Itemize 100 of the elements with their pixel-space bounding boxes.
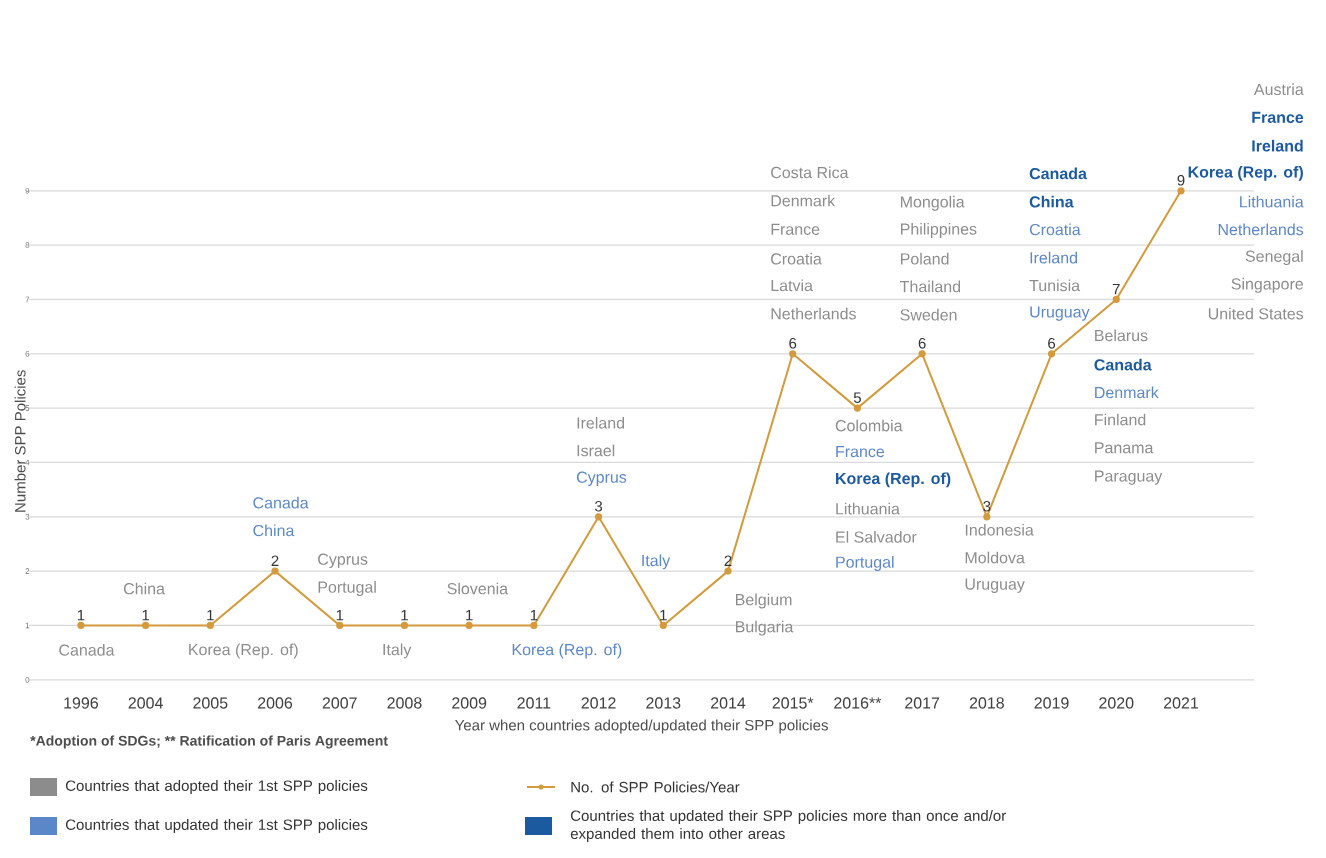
point <box>206 621 214 630</box>
annotation: Indonesia <box>965 523 1034 536</box>
annotation: China <box>123 582 165 595</box>
point <box>336 621 344 630</box>
point <box>1112 295 1120 304</box>
point <box>530 621 538 630</box>
x-tick-label: 2015* <box>772 697 814 709</box>
y-tick-label: 4 <box>25 459 30 466</box>
data-label: 1 <box>466 609 473 621</box>
y-tick-label: 2 <box>25 568 30 574</box>
data-label: 6 <box>789 337 797 349</box>
data-label: 1 <box>401 609 408 621</box>
annotation: Colombia <box>835 419 903 432</box>
annotation: Thailand <box>900 280 961 293</box>
point <box>142 621 150 630</box>
point <box>1177 187 1185 195</box>
x-tick-label: 2004 <box>128 697 163 709</box>
annotation: El Salvador <box>836 531 917 543</box>
annotation: Belgium <box>735 593 792 609</box>
x-tick-label: 2019 <box>1034 697 1069 709</box>
x-tick-label: 2020 <box>1099 697 1134 709</box>
x-tick-label: 2005 <box>193 697 228 709</box>
annotation: Denmark <box>1095 386 1159 399</box>
x-tick-label: 1996 <box>64 697 98 709</box>
data-label: 1 <box>660 609 667 621</box>
annotation: Denmark <box>771 194 836 207</box>
data-label: 7 <box>1112 283 1120 295</box>
annotation: Netherlands <box>771 307 856 320</box>
annotation: Korea (Rep. of) <box>836 472 951 488</box>
annotation: Korea (Rep. of) <box>512 643 622 659</box>
data-label: 1 <box>530 609 538 621</box>
y-tick-label: 6 <box>25 350 30 357</box>
y-tick-label: 5 <box>25 405 30 411</box>
y-axis-title: Number SPP Policies <box>14 370 26 512</box>
legend-label: Countries that updated their 1st SPP policies <box>65 818 368 833</box>
y-tick-label: 0 <box>25 676 30 683</box>
legend-label: Countries that updated their SPP policies more than once and/or expanded them into other areas <box>570 809 1006 842</box>
legend-label: No. of SPP Policies/Year <box>571 781 740 793</box>
annotation: Cyprus <box>576 471 627 486</box>
y-tick-label: 3 <box>25 513 30 520</box>
data-label: 9 <box>1177 174 1185 186</box>
text: Canada <box>1029 167 1088 180</box>
annotation: France <box>771 223 820 235</box>
data-label: 1 <box>142 609 150 621</box>
point <box>271 567 279 575</box>
x-tick-label: 2007 <box>322 697 357 709</box>
x-tick-label: 2017 <box>905 697 940 709</box>
annotation: Portugal <box>836 556 894 571</box>
y-tick-label: 7 <box>25 296 30 303</box>
annotation: China <box>1029 195 1074 208</box>
data-label: 6 <box>918 337 926 349</box>
annotation: Uruguay <box>1030 306 1090 321</box>
x-tick-label: 2013 <box>646 697 681 709</box>
annotation: Singapore <box>1231 277 1304 293</box>
annotation: Panama <box>1095 442 1154 454</box>
annotation: Korea (Rep. of) <box>189 643 298 659</box>
annotation: Finland <box>1095 413 1146 426</box>
data-label: 6 <box>1048 337 1056 349</box>
annotation: Poland <box>901 252 949 265</box>
annotation: Croatia <box>1029 223 1081 236</box>
text: Ireland <box>1252 139 1303 152</box>
annotation: Italy <box>642 554 671 570</box>
annotation: Senegal <box>1245 250 1303 266</box>
annotation: United States <box>1208 307 1304 320</box>
annotation: Canada <box>253 496 309 509</box>
annotation: Uruguay <box>965 578 1025 593</box>
annotation: Netherlands <box>1218 223 1304 236</box>
point <box>594 513 603 521</box>
annotation: Cyprus <box>318 553 368 569</box>
annotation: Ireland <box>577 416 625 429</box>
annotation: Lithuania <box>1240 195 1304 208</box>
x-tick-label: 2021 <box>1163 697 1198 709</box>
x-tick-label: 2006 <box>258 697 293 709</box>
point <box>77 621 85 630</box>
annotation: China <box>253 524 295 537</box>
data-label: 3 <box>983 500 991 512</box>
x-tick-label: 2016** <box>834 697 882 709</box>
annotation: Canada <box>1094 358 1152 371</box>
point <box>400 621 409 630</box>
annotation: Slovenia <box>447 582 509 595</box>
x-tick-label: 2009 <box>452 697 487 709</box>
point <box>659 621 667 630</box>
annotation: Israel <box>577 444 615 457</box>
text: Austria <box>1253 83 1304 96</box>
point <box>918 350 926 358</box>
annotation: Canada <box>59 644 115 656</box>
x-tick-label: 2011 <box>517 697 551 709</box>
data-label: 3 <box>594 500 603 512</box>
point <box>983 513 991 521</box>
annotation: Belarus <box>1095 329 1148 342</box>
x-axis-title: Year when countries adopted/updated their SPP policies <box>455 719 828 734</box>
legend-label: Countries that adopted their 1st SPP policies <box>65 779 368 794</box>
text: France <box>1252 111 1304 124</box>
data-label: 1 <box>207 609 214 621</box>
y-tick-label: 8 <box>25 242 30 248</box>
x-tick-label: 2014 <box>711 697 746 709</box>
annotation: France <box>836 446 885 458</box>
data-label: 1 <box>77 609 85 621</box>
y-tick-label: 1 <box>25 622 30 629</box>
data-label: 5 <box>853 392 861 403</box>
